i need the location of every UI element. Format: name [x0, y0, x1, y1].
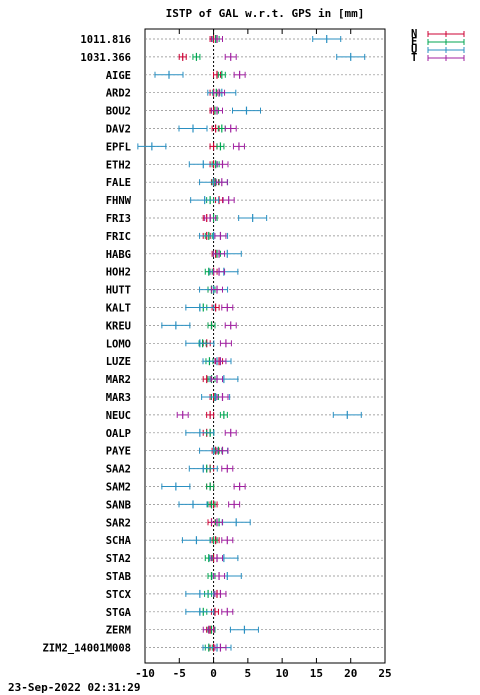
station-label: SCHA	[106, 535, 132, 547]
station-label: ARD2	[106, 88, 131, 100]
legend-label: T	[411, 52, 417, 64]
station-label: STCX	[106, 589, 132, 601]
x-tick-label: 0	[210, 667, 217, 680]
legend-label: U	[411, 44, 417, 56]
station-label: FRI3	[106, 213, 131, 225]
station-label: BOU2	[106, 106, 131, 118]
station-label: SAA2	[106, 464, 131, 476]
x-tick-label: 25	[378, 667, 391, 680]
legend-label: E	[411, 36, 417, 48]
station-label: SAR2	[106, 517, 131, 529]
x-tick-label: 20	[344, 667, 357, 680]
chart-title: ISTP of GAL w.r.t. GPS in [mm]	[166, 7, 365, 20]
station-label: FRIC	[106, 231, 131, 243]
plot-frame	[144, 28, 386, 664]
x-tick-label: 15	[310, 667, 323, 680]
station-label: KREU	[106, 320, 131, 332]
station-label: OALP	[106, 428, 131, 440]
station-label: FHNW	[106, 195, 132, 207]
station-label: STA2	[106, 553, 131, 565]
station-label: AIGE	[106, 70, 131, 82]
timestamp: 23-Sep-2022 02:31:29	[8, 681, 141, 694]
station-label: SAM2	[106, 482, 131, 494]
station-label: HUTT	[106, 285, 131, 297]
station-label: STGA	[106, 607, 132, 619]
station-label: ZERM	[106, 625, 131, 637]
x-tick-label: 5	[245, 667, 252, 680]
station-label: ZIM2_14001M008	[42, 643, 131, 655]
station-label: HABG	[106, 249, 131, 261]
station-label: DAV2	[106, 124, 131, 136]
station-label: EPFL	[106, 141, 131, 153]
station-label: ETH2	[106, 159, 131, 171]
station-label: MAR3	[106, 392, 131, 404]
station-label: KALT	[106, 303, 131, 315]
x-tick-label: -5	[173, 667, 186, 680]
station-label: SANB	[106, 499, 131, 511]
legend-label: N	[411, 28, 417, 40]
station-label: STAB	[106, 571, 131, 583]
station-label: NEUC	[106, 410, 131, 422]
station-label: HOH2	[106, 267, 131, 279]
station-label: 1031.366	[80, 52, 131, 64]
station-label: PAYE	[106, 446, 131, 458]
station-label: LOMO	[106, 338, 131, 350]
station-label: 1011.816	[80, 34, 131, 46]
station-label: LUZE	[106, 356, 131, 368]
x-tick-label: 10	[276, 667, 289, 680]
station-label: FALE	[106, 177, 131, 189]
station-label: MAR2	[106, 374, 131, 386]
x-tick-label: -10	[135, 667, 155, 680]
